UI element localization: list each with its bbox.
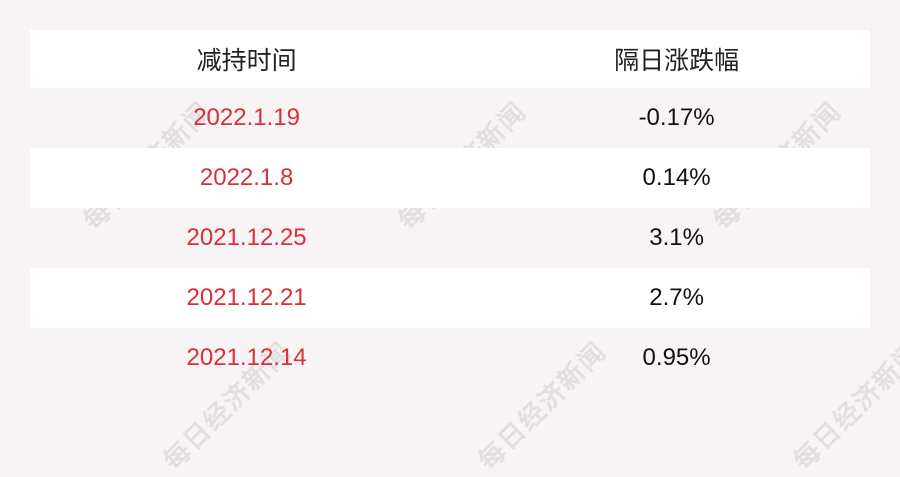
- change-cell: 2.7%: [649, 284, 704, 311]
- change-cell: -0.17%: [638, 104, 715, 131]
- header-next-day-change: 隔日涨跌幅: [614, 47, 740, 75]
- table-row: 2021.12.25 3.1%: [30, 208, 870, 268]
- change-cell: 0.95%: [642, 344, 711, 371]
- change-cell: 0.14%: [642, 164, 711, 191]
- table-header: 减持时间 隔日涨跌幅: [30, 30, 870, 88]
- table-row: 2022.1.8 0.14%: [30, 148, 870, 208]
- reduction-table: 减持时间 隔日涨跌幅 2022.1.19 -0.17% 2022.1.8 0.1…: [30, 30, 870, 388]
- date-cell: 2021.12.14: [186, 344, 307, 371]
- table-row: 2021.12.14 0.95%: [30, 328, 870, 388]
- date-cell: 2021.12.21: [186, 284, 307, 311]
- date-cell: 2022.1.8: [199, 164, 294, 191]
- header-reduction-time: 减持时间: [196, 47, 297, 75]
- table-row: 2022.1.19 -0.17%: [30, 88, 870, 148]
- table-row: 2021.12.21 2.7%: [30, 268, 870, 328]
- date-cell: 2021.12.25: [186, 224, 307, 251]
- change-cell: 3.1%: [649, 224, 704, 251]
- date-cell: 2022.1.19: [193, 104, 300, 131]
